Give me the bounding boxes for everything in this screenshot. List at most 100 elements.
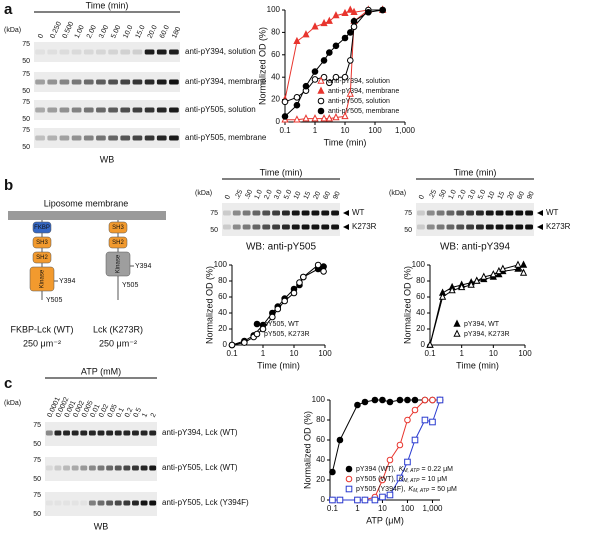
- band: [132, 79, 143, 85]
- mw-marker: 75: [22, 71, 30, 78]
- band: [140, 430, 148, 436]
- strip-label: anti-pY505, Lck (WT): [162, 463, 238, 472]
- band: [222, 210, 231, 216]
- domain-label: Kinase: [116, 254, 122, 273]
- mw-marker: 50: [22, 144, 30, 151]
- lane-label: 90: [332, 191, 342, 201]
- legend-series: pY505 (WT),: [356, 476, 396, 483]
- band: [301, 210, 310, 216]
- lane-label: 0: [418, 194, 426, 201]
- km-subscript: M, ATP: [403, 468, 420, 474]
- y-tick-label: 40: [218, 308, 227, 317]
- x-axis-label: Time (min): [324, 137, 367, 147]
- mw-marker: 75: [404, 210, 412, 217]
- band: [54, 430, 62, 436]
- lane-label: 20: [313, 191, 323, 201]
- band: [71, 500, 79, 506]
- domain: [105, 251, 131, 277]
- site-label: Y505: [122, 282, 138, 289]
- band: [83, 49, 94, 55]
- marker: [336, 496, 344, 504]
- construct-name: Lck (K273R): [93, 324, 143, 334]
- marker: [371, 396, 379, 404]
- band: [132, 430, 139, 436]
- marker: [346, 57, 354, 64]
- mw-marker: 75: [33, 492, 41, 499]
- band: [156, 79, 167, 85]
- y-tick-label: 60: [218, 292, 227, 301]
- lane-label: 2.0: [263, 189, 274, 201]
- y-tick-label: 0: [321, 495, 326, 504]
- y-tick-label: 40: [316, 455, 325, 464]
- construct-name: FKBP-Lck (WT): [11, 324, 74, 334]
- band: [59, 135, 70, 141]
- strip-label: anti-pY505, solution: [185, 105, 256, 114]
- lane-label: 15: [497, 191, 507, 201]
- band: [83, 135, 94, 141]
- marker: [302, 30, 310, 38]
- mw-marker: 75: [22, 127, 30, 134]
- series-line: [331, 399, 440, 473]
- legend-label: anti-pY505, solution: [328, 98, 390, 105]
- band-label: K273R: [546, 222, 571, 231]
- band: [47, 135, 58, 141]
- band: [426, 224, 435, 230]
- marker: [473, 276, 481, 284]
- y-tick-label: 0: [276, 117, 281, 126]
- band: [169, 79, 179, 85]
- lane-label: .50: [244, 189, 255, 201]
- band: [505, 224, 514, 230]
- band: [63, 500, 70, 506]
- lane-label: 1.0: [448, 189, 459, 201]
- strip-label: anti-pY394, Lck (WT): [162, 428, 238, 437]
- strip-label: anti-pY394, solution: [185, 47, 256, 56]
- strip-label: anti-pY505, membrane: [185, 133, 267, 142]
- band: [149, 500, 157, 506]
- band: [71, 430, 79, 436]
- lane-label: 15.0: [135, 24, 147, 39]
- band: [144, 135, 155, 141]
- band: [301, 224, 310, 230]
- y-axis-label: Normalized OD (%): [402, 266, 412, 344]
- band: [96, 135, 106, 141]
- band: [71, 135, 82, 141]
- band: [35, 107, 45, 113]
- band: [475, 224, 484, 230]
- mw-marker: 75: [210, 210, 218, 217]
- marker: [519, 260, 528, 268]
- domain-label: FKBP: [34, 225, 50, 231]
- band: [252, 224, 261, 230]
- mw-marker: 50: [22, 58, 30, 65]
- marker: [386, 398, 394, 406]
- band: [106, 465, 114, 471]
- band: [144, 79, 155, 85]
- mw-marker: 75: [22, 41, 30, 48]
- band: [140, 465, 148, 471]
- marker: [325, 114, 333, 122]
- band: [71, 49, 82, 55]
- blot-header: Time (min): [454, 167, 497, 177]
- marker: [228, 341, 236, 349]
- marker: [411, 406, 419, 414]
- legend-series: pY394 (WT),: [356, 466, 396, 473]
- legend-label: pY505 (WT), KM, ATP = 10 μM: [356, 476, 447, 484]
- marker: [320, 114, 328, 122]
- kda-label: (kDa): [4, 400, 21, 407]
- domain-label: SH3: [36, 240, 48, 246]
- legend-marker: [317, 107, 325, 115]
- band: [252, 210, 261, 216]
- band: [232, 210, 241, 216]
- domain: [32, 251, 52, 264]
- y-tick-label: 80: [271, 28, 280, 37]
- x-tick-label: 0.1: [279, 126, 291, 135]
- band: [505, 210, 514, 216]
- marker: [354, 401, 361, 409]
- band: [83, 79, 94, 85]
- band: [47, 79, 58, 85]
- y-tick-label: 60: [416, 292, 425, 301]
- marker: [332, 113, 340, 121]
- lane-label: .25: [234, 189, 245, 201]
- kda-label: (kDa): [4, 27, 21, 34]
- marker: [350, 7, 358, 15]
- marker: [293, 101, 301, 109]
